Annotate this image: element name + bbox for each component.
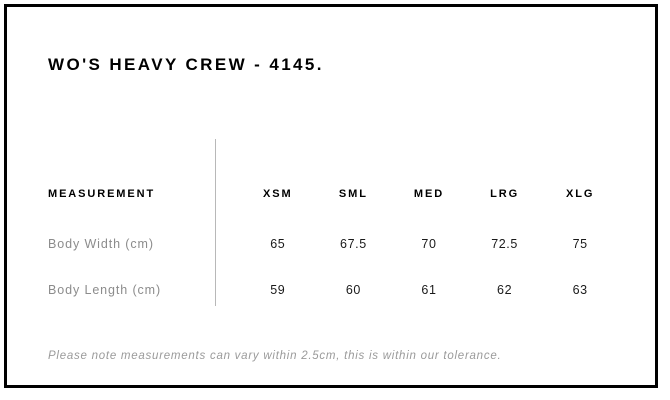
tolerance-note: Please note measurements can vary within… bbox=[48, 350, 502, 362]
column-header-measurement: MEASUREMENT bbox=[48, 188, 156, 200]
column-header-xlg: XLG bbox=[566, 188, 595, 200]
cell-body-width-med: 70 bbox=[421, 237, 437, 251]
table-body: Body Width (cm) 65 67.5 70 72.5 75 Body … bbox=[48, 221, 618, 313]
column-header-med: MED bbox=[413, 188, 445, 200]
cell-body-length-xsm: 59 bbox=[270, 283, 286, 297]
cell-body-length-med: 61 bbox=[421, 283, 437, 297]
cell-body-length-lrg: 62 bbox=[497, 283, 513, 297]
size-guide-card: WO'S HEAVY CREW - 4145. MEASUREMENT XSM … bbox=[4, 4, 658, 388]
cell-body-width-sml: 67.5 bbox=[340, 237, 367, 251]
table-row: Body Width (cm) 65 67.5 70 72.5 75 bbox=[48, 221, 618, 267]
size-guide-card-inner: WO'S HEAVY CREW - 4145. MEASUREMENT XSM … bbox=[7, 7, 655, 385]
size-chart-table: MEASUREMENT XSM SML MED LRG XLG Body Wid… bbox=[48, 167, 618, 313]
table-header-row: MEASUREMENT XSM SML MED LRG XLG bbox=[48, 167, 618, 221]
table-column-divider bbox=[215, 139, 216, 306]
column-header-xsm: XSM bbox=[263, 188, 293, 200]
cell-body-width-xlg: 75 bbox=[572, 237, 588, 251]
column-header-lrg: LRG bbox=[490, 188, 520, 200]
column-header-sml: SML bbox=[338, 188, 368, 200]
cell-body-width-lrg: 72.5 bbox=[491, 237, 518, 251]
page-title: WO'S HEAVY CREW - 4145. bbox=[48, 55, 324, 74]
cell-body-width-xsm: 65 bbox=[270, 237, 286, 251]
row-label-body-width: Body Width (cm) bbox=[48, 237, 154, 251]
table-row: Body Length (cm) 59 60 61 62 63 bbox=[48, 267, 618, 313]
table-header: MEASUREMENT XSM SML MED LRG XLG bbox=[48, 167, 618, 221]
row-label-body-length: Body Length (cm) bbox=[48, 283, 162, 297]
cell-body-length-sml: 60 bbox=[345, 283, 361, 297]
cell-body-length-xlg: 63 bbox=[572, 283, 588, 297]
